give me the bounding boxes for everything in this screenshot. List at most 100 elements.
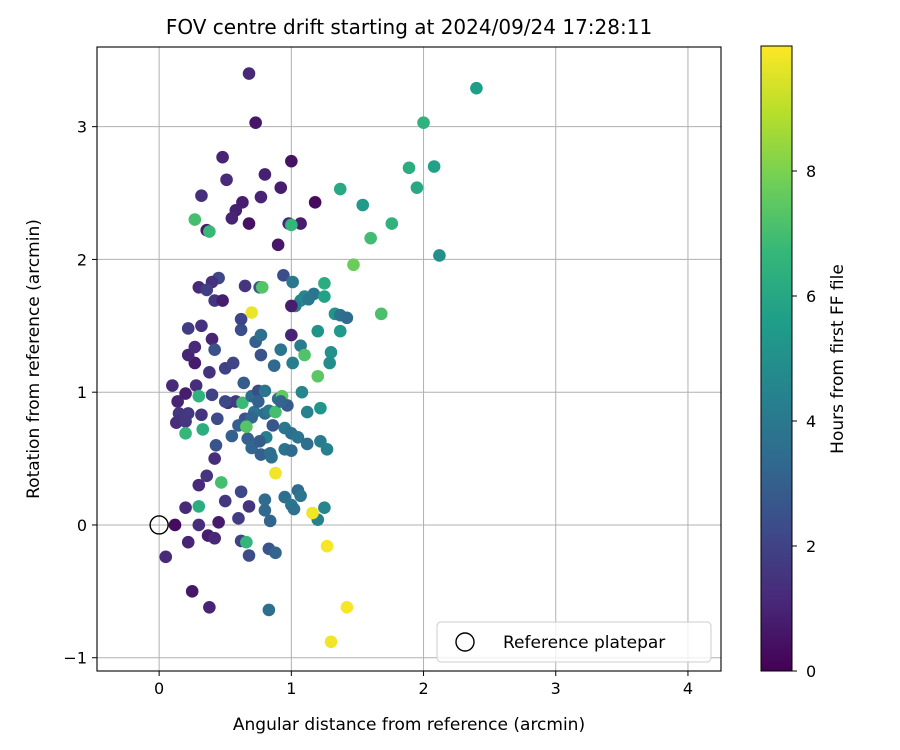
- data-point: [340, 600, 354, 614]
- data-point: [168, 518, 182, 532]
- legend-label: Reference platepar: [503, 633, 665, 653]
- data-point: [254, 328, 268, 342]
- colorbar-ticks: 0 2 4 6 8: [792, 162, 816, 681]
- data-point: [318, 290, 331, 303]
- data-point: [188, 213, 202, 226]
- legend-box: [436, 621, 712, 663]
- data-point: [258, 504, 272, 517]
- data-point: [234, 485, 248, 499]
- data-point: [208, 531, 221, 545]
- data-point: [195, 189, 208, 202]
- data-point: [385, 217, 399, 230]
- data-point: [240, 420, 253, 434]
- legend: Reference platepar: [436, 621, 712, 663]
- data-point: [324, 346, 338, 359]
- data-point: [285, 328, 298, 342]
- data-point: [266, 419, 280, 432]
- x-tick-label: 1: [286, 679, 296, 698]
- data-point: [300, 437, 314, 451]
- data-point: [311, 369, 325, 383]
- data-point: [234, 312, 248, 326]
- data-point: [240, 535, 253, 549]
- data-point: [238, 279, 252, 293]
- data-point: [203, 365, 216, 379]
- data-point: [205, 332, 219, 346]
- data-point: [216, 294, 229, 307]
- data-point: [295, 385, 309, 399]
- data-point: [287, 502, 301, 516]
- data-point: [333, 324, 347, 338]
- data-point: [179, 415, 192, 428]
- x-tick-label: 0: [154, 679, 164, 698]
- data-point: [320, 442, 334, 456]
- data-point: [277, 269, 290, 282]
- data-point: [192, 478, 206, 492]
- data-point: [294, 217, 307, 230]
- x-axis-label: Angular distance from reference (arcmin): [233, 715, 585, 735]
- plot-frame: [96, 46, 722, 672]
- y-tick-label: 0: [77, 516, 87, 535]
- data-point: [347, 258, 360, 272]
- data-point: [269, 466, 282, 480]
- data-point: [179, 427, 192, 440]
- data-point: [170, 416, 183, 430]
- data-point: [318, 501, 331, 514]
- data-point: [171, 395, 184, 408]
- y-tick-label: 1: [77, 383, 87, 402]
- data-point: [263, 514, 277, 528]
- data-point: [205, 388, 219, 402]
- data-point: [181, 535, 195, 549]
- data-points: [159, 67, 483, 649]
- data-point: [274, 395, 288, 408]
- data-point: [302, 292, 315, 306]
- data-point: [255, 281, 269, 294]
- data-point: [200, 283, 214, 297]
- data-point: [242, 217, 256, 230]
- colorbar-tick-label: 4: [806, 412, 816, 431]
- data-point: [225, 211, 239, 225]
- data-point: [212, 516, 225, 529]
- y-axis-ticks: −1 0 1 2 3: [63, 118, 97, 668]
- data-point: [258, 168, 272, 181]
- y-tick-label: 2: [77, 250, 87, 269]
- data-point: [218, 395, 232, 408]
- data-point: [340, 311, 354, 325]
- x-tick-label: 3: [551, 679, 561, 698]
- data-point: [181, 322, 195, 335]
- data-point: [318, 277, 331, 290]
- data-point: [274, 181, 288, 195]
- data-point: [200, 469, 214, 483]
- data-point: [364, 231, 377, 245]
- data-point: [211, 412, 224, 426]
- colorbar-gradient: [761, 46, 792, 671]
- y-tick-label: 3: [77, 118, 87, 137]
- colorbar-label: Hours from first FF file: [828, 264, 848, 454]
- data-point: [242, 500, 256, 513]
- data-point: [285, 299, 298, 313]
- data-point: [323, 356, 336, 370]
- data-point: [179, 501, 192, 514]
- data-point: [271, 238, 285, 252]
- data-point: [234, 323, 248, 337]
- data-point: [258, 493, 272, 507]
- chart-title: FOV centre drift starting at 2024/09/24 …: [166, 15, 652, 39]
- data-point: [285, 154, 298, 168]
- data-point: [192, 518, 206, 532]
- data-point: [208, 343, 221, 357]
- data-point: [333, 182, 347, 196]
- data-point: [294, 489, 307, 503]
- data-point: [254, 448, 268, 461]
- data-point: [226, 356, 240, 370]
- data-point: [237, 376, 251, 390]
- data-point: [195, 408, 208, 422]
- data-point: [208, 452, 221, 465]
- data-point: [269, 546, 282, 560]
- data-point: [214, 476, 228, 489]
- data-point: [263, 446, 277, 460]
- data-point: [402, 161, 416, 175]
- data-point: [300, 405, 314, 419]
- data-point: [324, 635, 338, 649]
- data-point: [159, 550, 173, 564]
- colorbar: 0 2 4 6 8 Hours from first FF file: [760, 45, 848, 681]
- data-point: [196, 423, 210, 436]
